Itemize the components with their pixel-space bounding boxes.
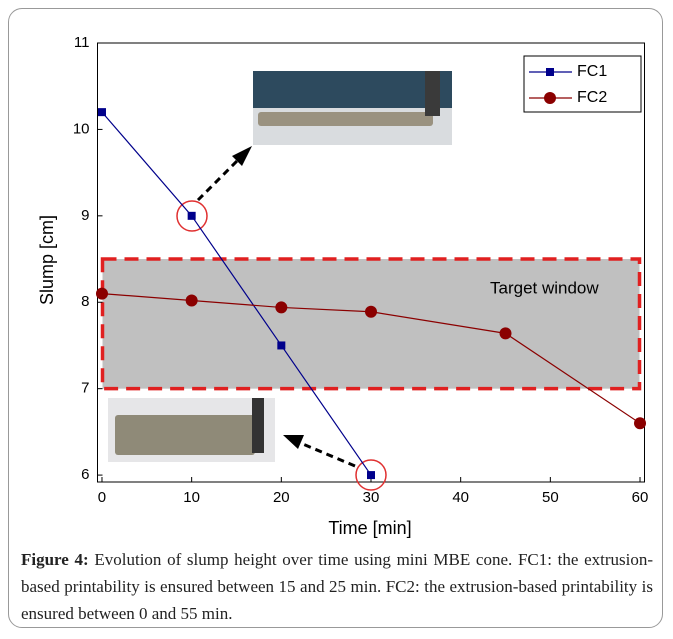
- legend-box: [523, 55, 642, 113]
- caption: Figure 4: Evolution of slump height over…: [21, 546, 653, 627]
- y-axis-label: Slump [cm]: [37, 215, 57, 305]
- point: [277, 341, 286, 350]
- x-tick-label: 0: [98, 489, 106, 506]
- legend-label: FC1: [577, 63, 607, 80]
- point: [365, 305, 377, 318]
- caption-label: Figure 4:: [21, 550, 89, 569]
- legend-marker: [546, 68, 554, 76]
- point: [95, 287, 108, 300]
- point: [185, 294, 198, 307]
- callouts: [176, 146, 387, 491]
- point: [367, 471, 375, 480]
- point: [187, 211, 196, 220]
- y-tick-label: 7: [81, 380, 89, 397]
- target-window: [100, 257, 642, 391]
- figure-frame: [8, 8, 663, 628]
- caption-text: Evolution of slump height over time usin…: [21, 550, 654, 623]
- series-line: [101, 111, 372, 476]
- point: [634, 417, 647, 430]
- y-tick-label: 10: [73, 120, 90, 137]
- y-tick-label: 8: [81, 293, 89, 310]
- target-window-label: Target window: [490, 278, 599, 297]
- point: [275, 301, 288, 314]
- legend-marker: [544, 92, 556, 104]
- y-tick-label: 6: [81, 466, 89, 483]
- series-line: [101, 293, 641, 424]
- x-tick-label: 10: [183, 489, 200, 506]
- x-tick-label: 50: [542, 489, 559, 506]
- x-axis-label: Time [min]: [328, 518, 411, 538]
- x-tick-label: 40: [452, 489, 469, 506]
- point: [97, 108, 106, 117]
- point: [499, 327, 512, 340]
- x-tick-label: 60: [632, 489, 649, 506]
- photo-top: [253, 71, 452, 145]
- y-tick-label: 9: [81, 207, 89, 224]
- legend-label: FC2: [577, 89, 607, 106]
- x-tick-label: 30: [363, 489, 380, 506]
- x-tick-label: 20: [273, 489, 290, 506]
- photo-bottom: [108, 398, 275, 462]
- y-tick-label: 11: [74, 34, 90, 51]
